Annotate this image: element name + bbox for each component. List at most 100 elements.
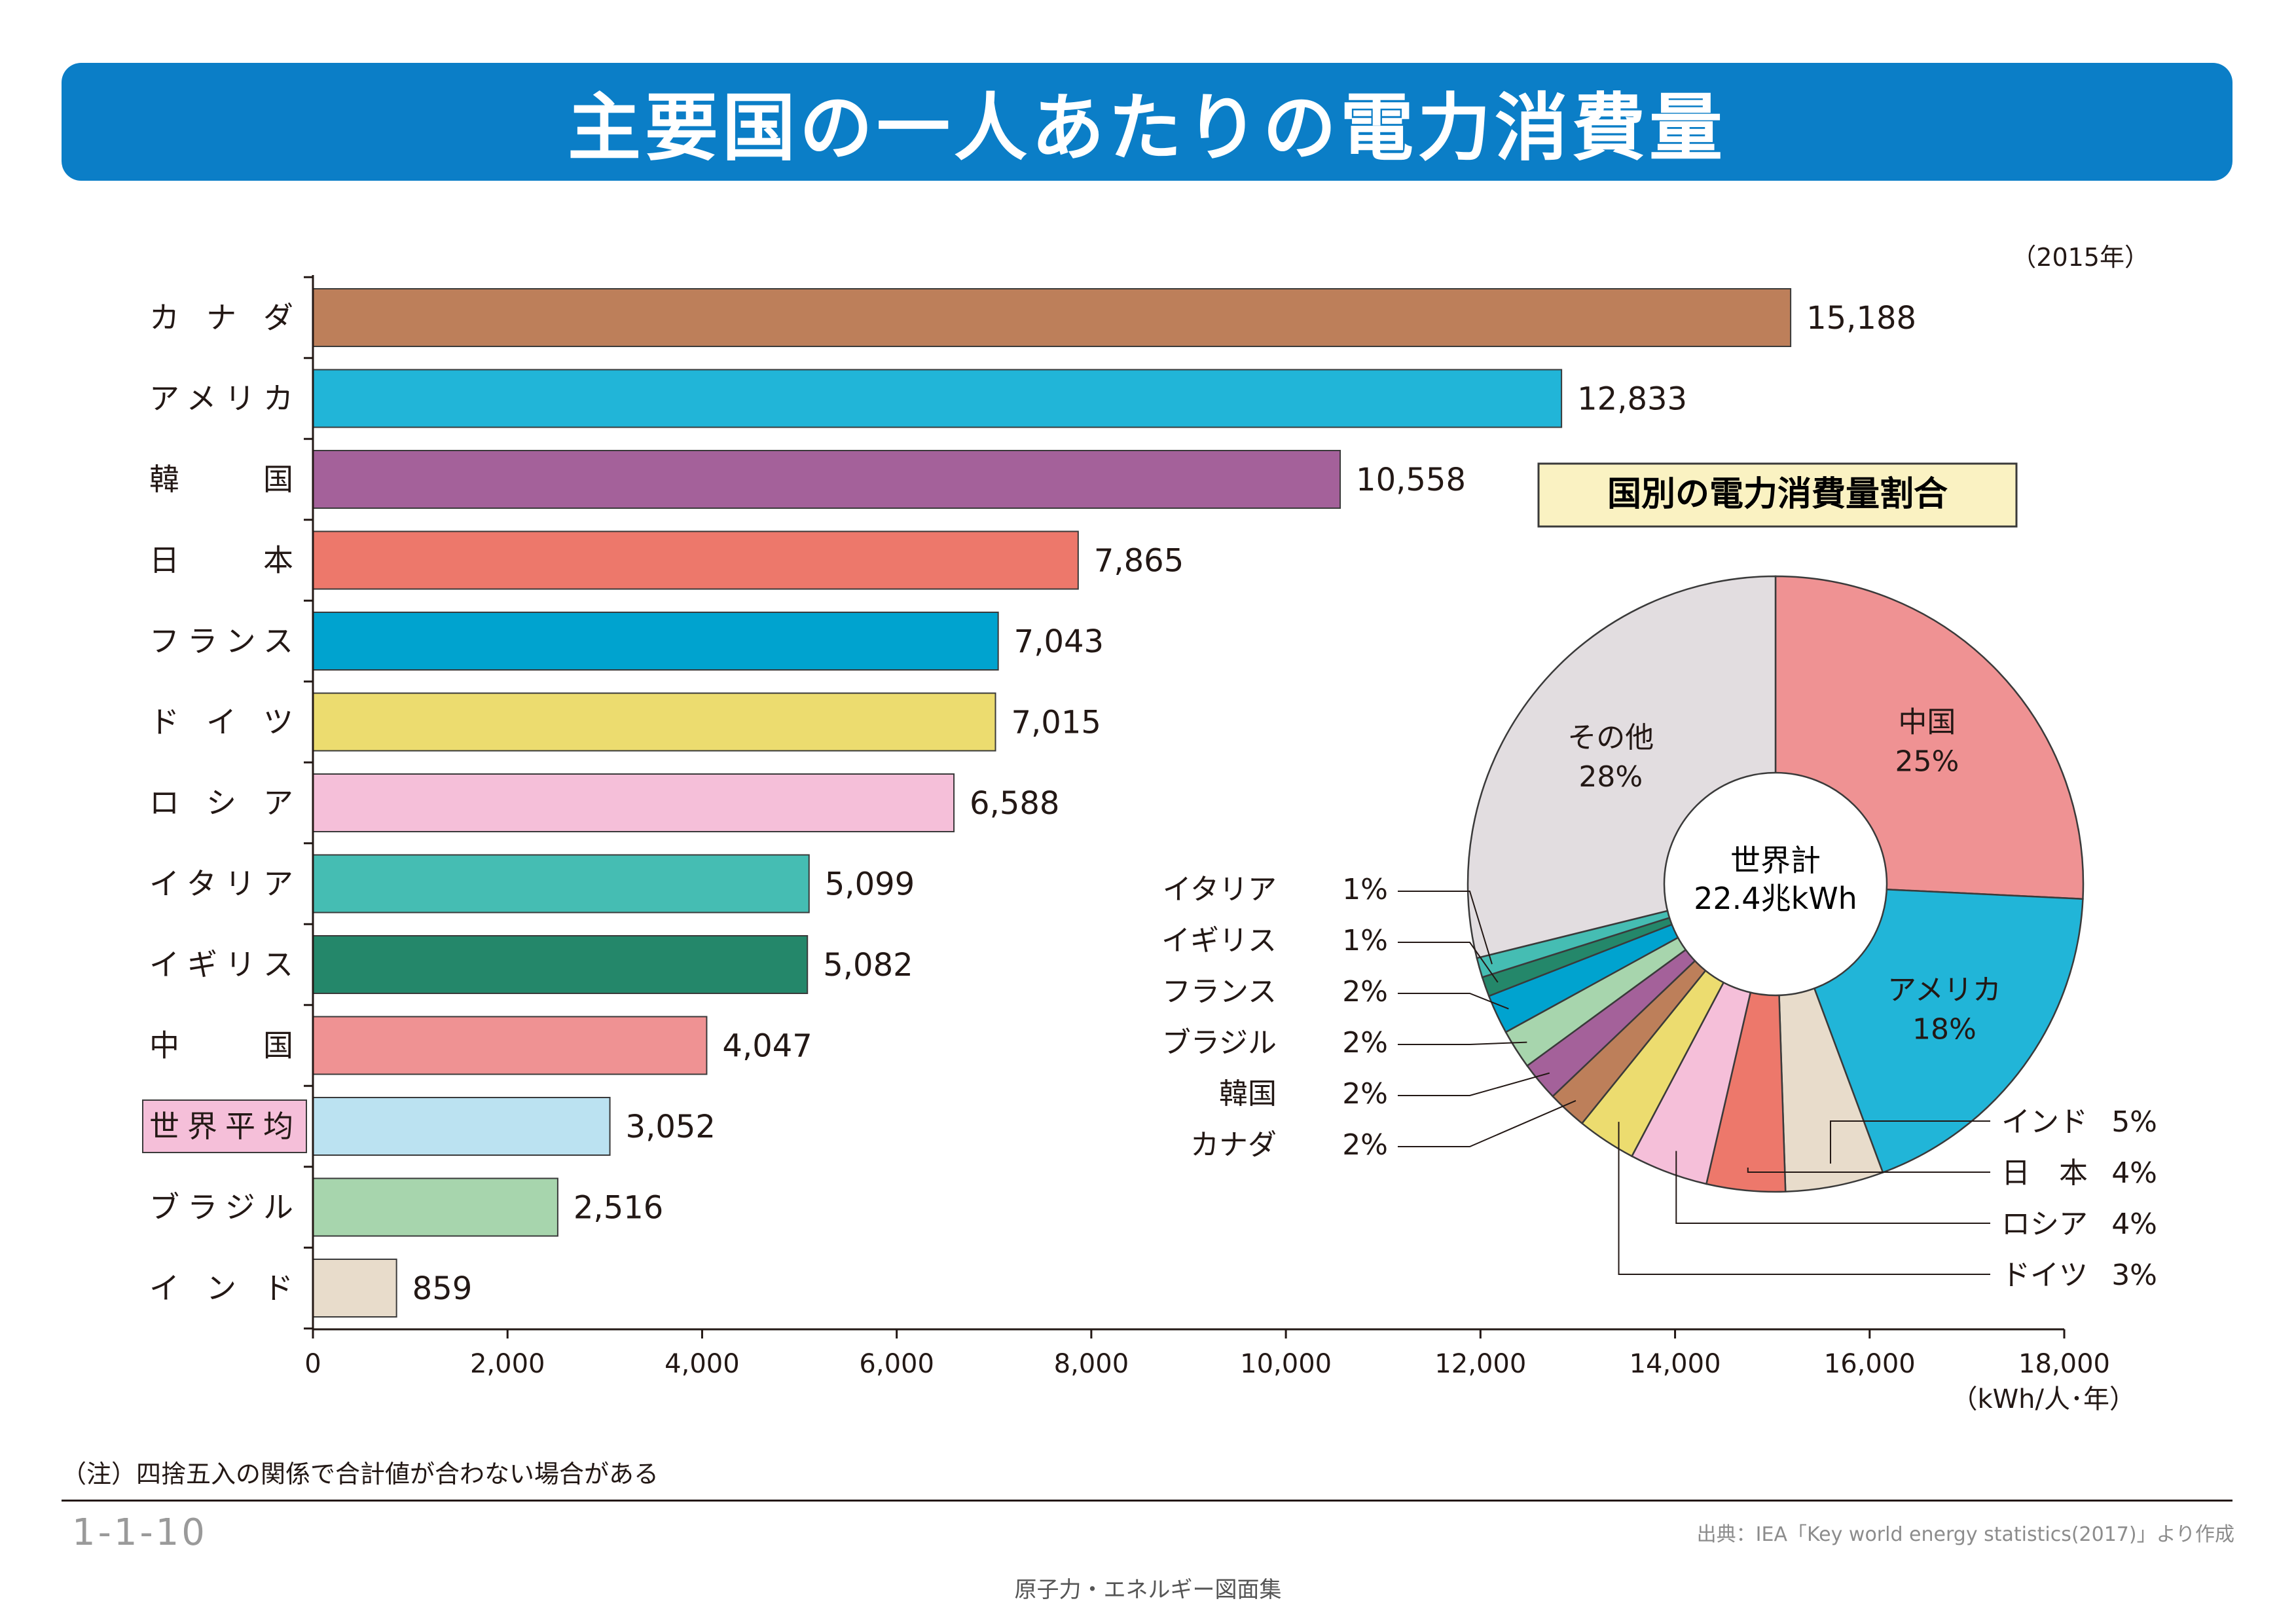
category-label-3: 日 本 (149, 543, 293, 578)
leader-line-11 (1398, 891, 1493, 965)
pie-ext-name-5: ドイツ (2001, 1259, 2088, 1292)
category-label-4: フランス (149, 623, 293, 659)
value-label-2: 10,558 (1356, 462, 1466, 498)
pie-center-hole (1663, 771, 1888, 997)
bar-2 (312, 450, 1341, 509)
pie-center-label-2: 22.4兆kWh (1694, 881, 1857, 916)
pie-slice-name-12: その他 (1567, 721, 1654, 754)
value-label-1: 12,833 (1577, 381, 1687, 418)
x-tick-label-6: 12,000 (1434, 1349, 1526, 1379)
x-tick-label-3: 6,000 (859, 1349, 934, 1379)
pie-ext-name-6: カナダ (1190, 1128, 1277, 1162)
value-label-11: 2,516 (574, 1190, 663, 1227)
category-label-8: イギリス (149, 947, 293, 982)
x-tick-label-9: 18,000 (2018, 1349, 2110, 1379)
title-banner: 主要国の一人あたりの電力消費量 (62, 63, 2232, 181)
pie-slice-name-0: 中国 (1898, 706, 1956, 739)
figure-id: 1-1-10 (72, 1511, 208, 1554)
pie-ext-name-2: インド (2001, 1105, 2088, 1139)
pie-slice-value-12: 28% (1578, 760, 1643, 794)
value-label-0: 15,188 (1806, 300, 1916, 337)
year-note: （2015年） (2011, 243, 2149, 272)
value-label-4: 7,043 (1014, 623, 1104, 660)
category-label-0: カ ナ ダ (149, 300, 293, 335)
highlight-box (142, 1099, 307, 1153)
pie-ext-name-11: イタリア (1163, 873, 1277, 906)
x-tick-label-8: 16,000 (1824, 1349, 1916, 1379)
pie-ext-value-8: 2% (1342, 1026, 1388, 1060)
bar-3 (312, 530, 1079, 590)
pie-ext-value-11: 1% (1342, 873, 1388, 906)
pie-slice-name-1: アメリカ (1887, 974, 2001, 1007)
leader-line-8 (1398, 1041, 1527, 1045)
x-tick-label-0: 0 (304, 1349, 321, 1379)
leader-line-2 (1830, 1120, 1990, 1164)
pie-ext-value-5: 3% (2111, 1259, 2157, 1292)
category-label-1: アメリカ (149, 381, 293, 416)
pie-ext-name-3: 日 本 (2001, 1156, 2088, 1190)
pie-ext-value-3: 4% (2111, 1156, 2157, 1190)
footnote: （注）四捨五入の関係で合計値が合わない場合がある (62, 1460, 659, 1488)
pie-ext-value-7: 2% (1342, 1077, 1388, 1111)
category-label-12: イ ン ド (149, 1270, 293, 1306)
bar-11 (312, 1177, 558, 1237)
pie-ext-name-9: フランス (1162, 975, 1277, 1008)
bar-6 (312, 773, 955, 832)
divider (62, 1500, 2232, 1502)
pie-title: 国別の電力消費量割合 (1607, 475, 1948, 514)
leader-line-4 (1675, 1151, 1990, 1224)
bar-10 (312, 1097, 611, 1156)
bar-4 (312, 612, 999, 671)
x-axis-unit: （kWh/人･年） (1951, 1384, 2136, 1414)
x-tick-label-2: 4,000 (665, 1349, 740, 1379)
pie-slice-value-0: 25% (1895, 745, 1959, 779)
category-label-5: ド イ ツ (149, 705, 293, 740)
pie-slice-value-1: 18% (1912, 1013, 1977, 1046)
value-label-10: 3,052 (626, 1109, 716, 1145)
value-label-3: 7,865 (1094, 543, 1184, 580)
page-title: 主要国の一人あたりの電力消費量 (568, 86, 1726, 171)
source-note: 出典：IEA「Key world energy statistics(2017)… (1696, 1523, 2234, 1546)
value-label-6: 6,588 (970, 785, 1059, 822)
footer-title: 原子力・エネルギー図面集 (1014, 1577, 1282, 1603)
pie-ext-name-4: ロシア (2001, 1208, 2088, 1241)
bar-8 (312, 935, 809, 994)
x-tick-label-5: 10,000 (1240, 1349, 1332, 1379)
bar-chart: カ ナ ダ 15,188 アメリカ 12,833 韓 国 10,558 日 本 7,865 フラ… (142, 275, 2136, 1414)
pie-ext-name-7: 韓国 (1219, 1077, 1277, 1111)
value-label-8: 5,082 (823, 947, 913, 984)
leader-line-5 (1618, 1122, 1990, 1275)
leader-line-7 (1398, 1072, 1550, 1096)
bar-0 (312, 288, 1792, 347)
pie-title-box (1537, 462, 2018, 528)
category-label-11: ブラジル (149, 1190, 293, 1225)
leader-line-6 (1398, 1099, 1576, 1147)
pie-ext-value-4: 4% (2111, 1208, 2157, 1241)
x-tick-label-4: 8,000 (1054, 1349, 1129, 1379)
value-label-9: 4,047 (722, 1028, 812, 1065)
pie-center-label-1: 世界計 (1730, 843, 1821, 878)
pie-ext-name-8: ブラジル (1162, 1026, 1277, 1060)
pie-ext-value-6: 2% (1342, 1128, 1388, 1162)
bar-7 (312, 854, 810, 913)
leader-line-3 (1747, 1167, 1990, 1173)
value-label-5: 7,015 (1011, 705, 1101, 741)
bar-5 (312, 692, 996, 752)
leader-line-9 (1398, 993, 1509, 1010)
value-label-12: 859 (412, 1270, 473, 1307)
value-label-7: 5,099 (825, 866, 915, 903)
x-tick-label-1: 2,000 (470, 1349, 545, 1379)
category-label-2: 韓 国 (149, 462, 293, 497)
category-label-6: ロ シ ア (149, 785, 293, 821)
bar-1 (312, 369, 1563, 428)
bar-12 (312, 1259, 397, 1318)
leader-line-10 (1398, 942, 1499, 983)
pie-ext-value-2: 5% (2111, 1105, 2157, 1139)
pie-ext-value-10: 1% (1342, 924, 1388, 957)
bar-9 (312, 1016, 708, 1075)
x-tick-label-7: 14,000 (1630, 1349, 1721, 1379)
category-label-9: 中 国 (149, 1028, 293, 1063)
pie-ext-value-9: 2% (1342, 975, 1388, 1008)
